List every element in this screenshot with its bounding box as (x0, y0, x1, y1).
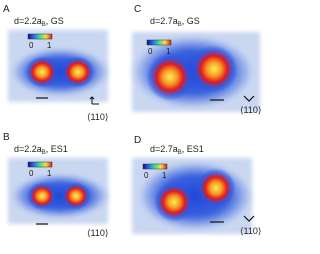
panel-label: B (3, 132, 10, 143)
colorbar-tick: 1 (47, 41, 52, 50)
blob (196, 168, 236, 208)
blob (27, 182, 57, 210)
panel-label: D (134, 135, 141, 146)
colorbar-tick: 0 (29, 41, 34, 50)
direction-label: ⟨110⟩ (240, 226, 261, 236)
blob (61, 56, 95, 88)
panel-title: d=2.7aB, ES1 (150, 144, 204, 156)
panel-a: A d=2.2aB, GS 0 1 ⟨110⟩ (3, 4, 108, 122)
colorbar-tick: 1 (47, 169, 52, 178)
blob (190, 45, 238, 93)
direction-label: ⟨110⟩ (240, 105, 261, 115)
panel-title: d=2.2aB, ES1 (14, 144, 68, 156)
blob (61, 182, 91, 210)
colorbar (27, 161, 53, 168)
panel-label: C (134, 4, 141, 15)
panel-c: C d=2.7aB, GS 0 1 ⟨110⟩ (132, 4, 261, 115)
panel-title: d=2.2aB, GS (14, 16, 64, 28)
colorbar (146, 39, 172, 46)
colorbar-tick: 1 (166, 47, 171, 56)
panel-label: A (3, 4, 10, 15)
blob (146, 53, 194, 101)
direction-label: ⟨110⟩ (87, 228, 108, 238)
axes-icon (89, 96, 99, 105)
colorbar (27, 33, 53, 40)
axes-icon (243, 95, 255, 102)
panel-d: D d=2.7aB, ES1 0 1 ⟨110⟩ (132, 135, 261, 236)
figure: A d=2.2aB, GS 0 1 ⟨110⟩ B d=2.2aB, ES1 0… (3, 4, 261, 238)
heatmap (12, 174, 108, 218)
panel-b: B d=2.2aB, ES1 0 1 ⟨110⟩ (3, 132, 108, 238)
colorbar-tick: 0 (148, 47, 153, 56)
blob (154, 182, 194, 222)
colorbar (142, 163, 168, 170)
axes-icon (243, 215, 255, 222)
colorbar-tick: 1 (162, 171, 167, 180)
colorbar-tick: 0 (144, 171, 149, 180)
colorbar-tick: 0 (29, 169, 34, 178)
direction-label: ⟨110⟩ (87, 112, 108, 122)
blob (25, 56, 59, 88)
panel-title: d=2.7aB, GS (150, 16, 200, 28)
